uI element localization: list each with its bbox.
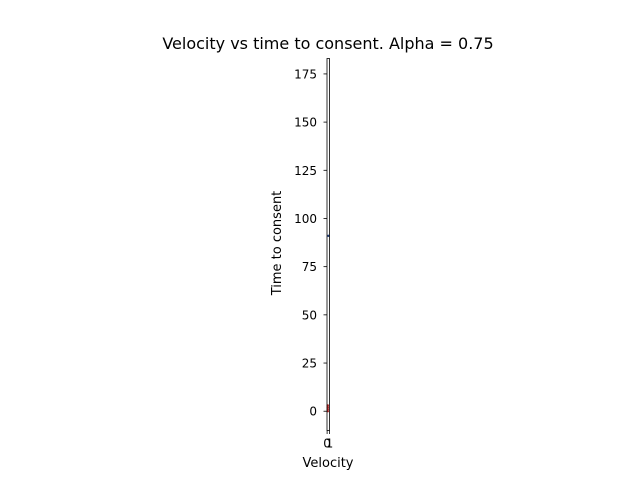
y-tick-label-5: 125	[294, 164, 317, 178]
y-tick-label-6: 150	[294, 116, 317, 130]
y-tick-label-4: 100	[294, 212, 317, 226]
y-tick-label-1: 25	[302, 357, 317, 371]
axes-frame	[326, 58, 330, 431]
y-tick-label-3: 75	[302, 260, 317, 274]
x-axis-label: Velocity	[303, 456, 354, 471]
y-tick-label-7: 175	[294, 67, 317, 81]
chart-title: Velocity vs time to consent. Alpha = 0.7…	[162, 34, 493, 53]
x-tick-label-1: 1	[326, 437, 334, 451]
y-axis-label: Time to consent	[270, 191, 285, 297]
y-tick-label-2: 50	[302, 308, 317, 322]
y-tick-label-0: 0	[309, 405, 317, 419]
x-tick-label-0: 0	[323, 437, 331, 451]
data-point-s0-0	[327, 234, 330, 238]
